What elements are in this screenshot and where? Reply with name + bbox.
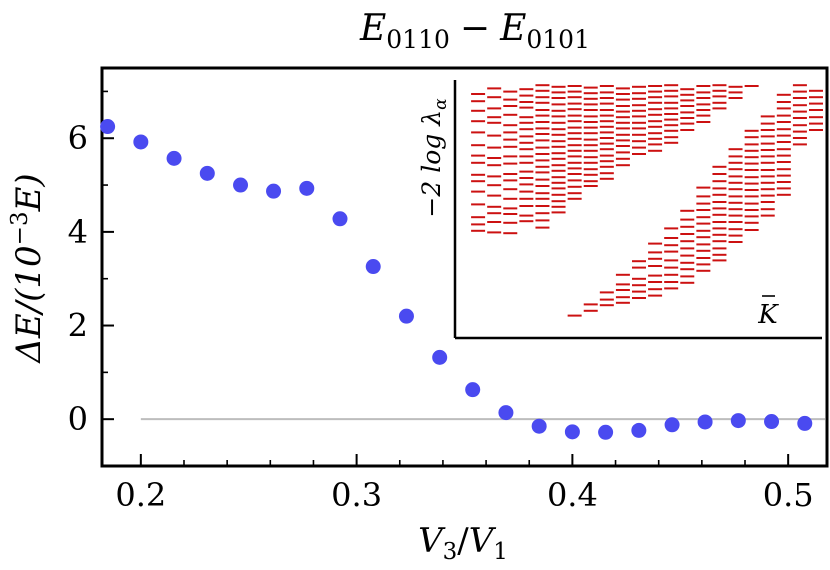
y-label-exp: −3 bbox=[7, 211, 33, 245]
data-point bbox=[266, 183, 282, 199]
inset-y-label-sub: α bbox=[431, 98, 451, 110]
x-label-v1: V bbox=[418, 521, 446, 561]
plot-frame bbox=[100, 66, 829, 468]
title-e1: E bbox=[359, 8, 386, 49]
y-tick-label: 2 bbox=[68, 307, 88, 345]
data-point bbox=[664, 417, 680, 433]
inset: −2 log λα K bbox=[417, 80, 823, 340]
title-minus: − bbox=[460, 8, 490, 49]
chart-title: E0110− E0101 bbox=[359, 8, 590, 54]
data-points bbox=[100, 119, 813, 440]
x-label-sub2: 1 bbox=[493, 539, 508, 565]
data-point bbox=[299, 180, 315, 196]
y-label-main: ΔE/(10 bbox=[9, 245, 49, 364]
title-e2: E bbox=[499, 8, 526, 49]
data-point bbox=[199, 165, 215, 181]
axis-ticks: 0.2 0.3 0.4 0.5 0 2 4 6 bbox=[68, 90, 814, 514]
data-point bbox=[631, 422, 647, 438]
x-axis-label: V3/V1 bbox=[418, 521, 508, 565]
data-point bbox=[764, 414, 780, 430]
data-point bbox=[465, 382, 481, 398]
data-point bbox=[531, 418, 547, 434]
x-tick-label: 0.5 bbox=[763, 476, 814, 514]
y-tick-label: 4 bbox=[68, 213, 88, 251]
data-point bbox=[332, 211, 348, 227]
data-point bbox=[365, 259, 381, 275]
y-axis-label: ΔE/(10−3E) bbox=[7, 173, 49, 364]
x-tick-label: 0.2 bbox=[115, 476, 166, 514]
data-point bbox=[233, 177, 249, 193]
data-point bbox=[133, 134, 149, 150]
data-point bbox=[564, 424, 580, 440]
title-sub2: 0101 bbox=[526, 25, 590, 54]
data-point bbox=[730, 413, 746, 429]
x-tick-label: 0.3 bbox=[331, 476, 382, 514]
inset-y-label: −2 log λα bbox=[417, 98, 451, 218]
data-point bbox=[598, 424, 614, 440]
data-point bbox=[432, 349, 448, 365]
x-tick-label: 0.4 bbox=[547, 476, 598, 514]
title-sub1: 0110 bbox=[386, 25, 450, 54]
data-point bbox=[166, 150, 182, 166]
data-point bbox=[100, 119, 116, 135]
data-point bbox=[498, 405, 514, 421]
inset-x-label: K bbox=[757, 300, 779, 330]
y-tick-label: 6 bbox=[68, 119, 88, 157]
data-point bbox=[697, 414, 713, 430]
y-tick-label: 0 bbox=[68, 400, 88, 438]
y-label-end: E) bbox=[9, 173, 49, 212]
x-label-slash: / bbox=[457, 521, 469, 561]
data-point bbox=[398, 308, 414, 324]
inset-spectrum-levels bbox=[471, 84, 823, 317]
x-label-v2: V bbox=[469, 521, 497, 561]
x-label-sub1: 3 bbox=[443, 539, 458, 565]
data-point bbox=[797, 415, 813, 431]
inset-y-label-main: −2 log λ bbox=[417, 110, 446, 218]
